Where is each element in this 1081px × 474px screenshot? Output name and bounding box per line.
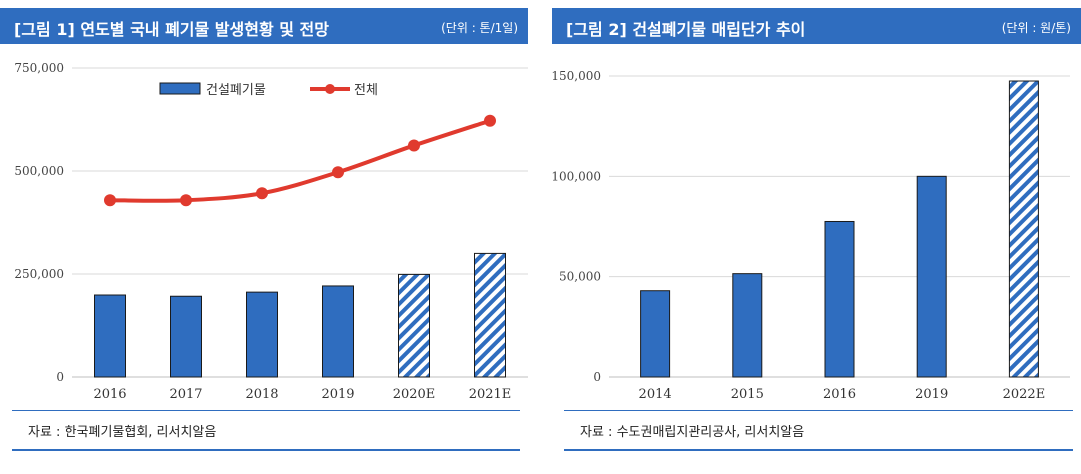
figure-1-title-bar: [그림 1] 연도별 국내 폐기물 발생현황 및 전망 (단위 : 톤/1일) [0, 8, 528, 44]
fig1-bar [398, 273, 430, 378]
fig1-total-marker [408, 139, 420, 152]
fig1-legend-bar-label: 건설폐기물 [206, 83, 266, 98]
figure-1-panel: [그림 1] 연도별 국내 폐기물 발생현황 및 전망 (단위 : 톤/1일) … [0, 0, 528, 474]
fig1-bar [474, 252, 506, 378]
fig2-ytick-label: 150,000 [552, 69, 601, 83]
figure-1-unit: (단위 : 톤/1일) [441, 21, 518, 35]
fig1-bar [246, 291, 278, 378]
figure-1-source: 자료 : 한국폐기물협회, 리서치알음 [28, 425, 217, 440]
fig1-xtick-label: 2016 [93, 387, 126, 402]
figure-1-chart: 0 250,000 500,000 750,000 2016 2017 2018 2019 20… [14, 61, 528, 402]
fig1-total-line [108, 118, 492, 203]
fig2-bar [732, 273, 763, 378]
fig1-xtick-label: 2021E [469, 387, 512, 402]
figure-2-title-bar: [그림 2] 건설폐기물 매립단가 추이 (단위 : 원/톤) [552, 8, 1081, 44]
fig2-bar [824, 220, 855, 378]
figure-2-title: [그림 2] 건설폐기물 매립단가 추이 [566, 20, 806, 39]
fig1-legend: 건설폐기물 전체 [159, 82, 378, 98]
fig1-xtick-label: 2018 [245, 387, 278, 402]
fig1-bar [94, 294, 126, 378]
fig2-ytick-label: 100,000 [552, 169, 601, 183]
fig1-bar [322, 285, 354, 378]
figure-2-source-box: 자료 : 수도권매립지관리공사, 리서치알음 [564, 410, 1073, 451]
figure-1-source-box: 자료 : 한국폐기물협회, 리서치알음 [12, 410, 520, 451]
fig1-ytick-label: 250,000 [14, 267, 64, 281]
figure-2-unit: (단위 : 원/톤) [1001, 21, 1071, 35]
figure-2-panel: [그림 2] 건설폐기물 매립단가 추이 (단위 : 원/톤) 0 50,000 1… [552, 0, 1081, 474]
fig2-xtick-label: 2019 [915, 387, 948, 402]
fig1-total-marker [104, 194, 116, 207]
fig2-bar [1008, 80, 1039, 378]
figure-2-source: 자료 : 수도권매립지관리공사, 리서치알음 [580, 425, 805, 440]
fig1-ytick-label: 0 [56, 370, 64, 384]
fig2-ytick-label: 50,000 [559, 270, 601, 284]
fig1-total-marker [332, 166, 344, 179]
fig1-xtick-label: 2019 [321, 387, 354, 402]
fig2-xtick-label: 2022E [1003, 387, 1046, 402]
fig1-ytick-label: 500,000 [14, 164, 64, 178]
fig1-total-marker [180, 194, 192, 207]
fig1-total-marker [256, 187, 268, 200]
fig1-legend-line-label: 전체 [354, 83, 378, 98]
fig1-ytick-label: 750,000 [14, 61, 64, 75]
fig2-xtick-label: 2016 [823, 387, 856, 402]
fig1-bar [170, 295, 202, 378]
figure-2-chart: 0 50,000 100,000 150,000 2014 2015 2016 2019 202… [552, 69, 1070, 402]
fig2-bar [916, 175, 947, 378]
fig1-legend-line-marker [325, 84, 335, 94]
fig2-ytick-label: 0 [593, 370, 601, 384]
fig1-xtick-label: 2017 [169, 387, 202, 402]
fig2-bar [640, 290, 671, 378]
fig2-xtick-label: 2014 [639, 387, 672, 402]
fig1-xtick-label: 2020E [393, 387, 436, 402]
figure-1-title: [그림 1] 연도별 국내 폐기물 발생현황 및 전망 [14, 20, 329, 39]
fig2-xtick-label: 2015 [731, 387, 764, 402]
fig1-legend-bar-swatch [159, 82, 201, 95]
fig1-total-marker [484, 114, 496, 127]
